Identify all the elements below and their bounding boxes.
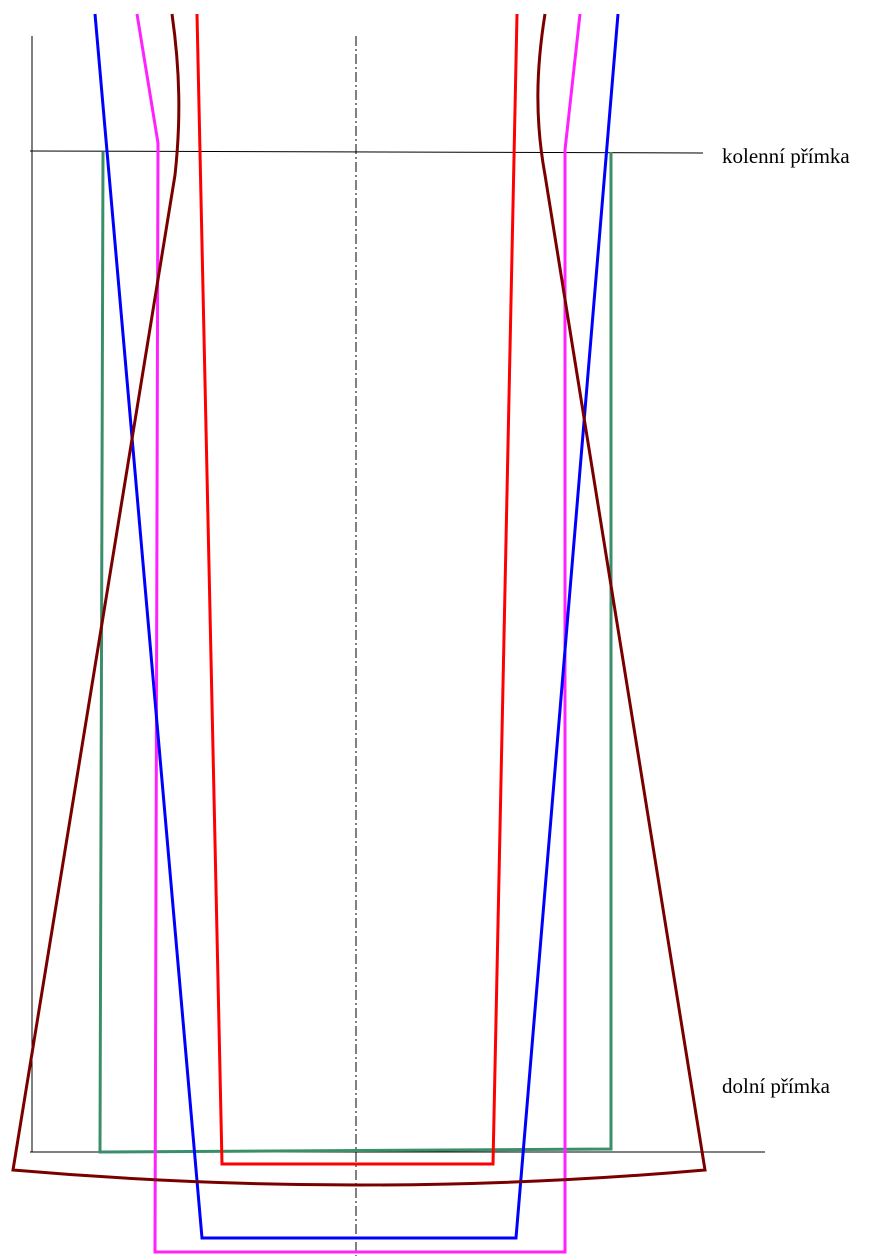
knee-line-label: kolenní přímka xyxy=(722,144,850,168)
knee-line xyxy=(29,150,704,154)
red-outline xyxy=(195,13,519,1166)
green-outline xyxy=(98,151,613,1154)
brown-outline xyxy=(11,13,707,1187)
magenta-outline xyxy=(135,13,582,1254)
hem-line-label: dolní přímka xyxy=(722,1074,830,1098)
blue-outline xyxy=(93,13,620,1240)
